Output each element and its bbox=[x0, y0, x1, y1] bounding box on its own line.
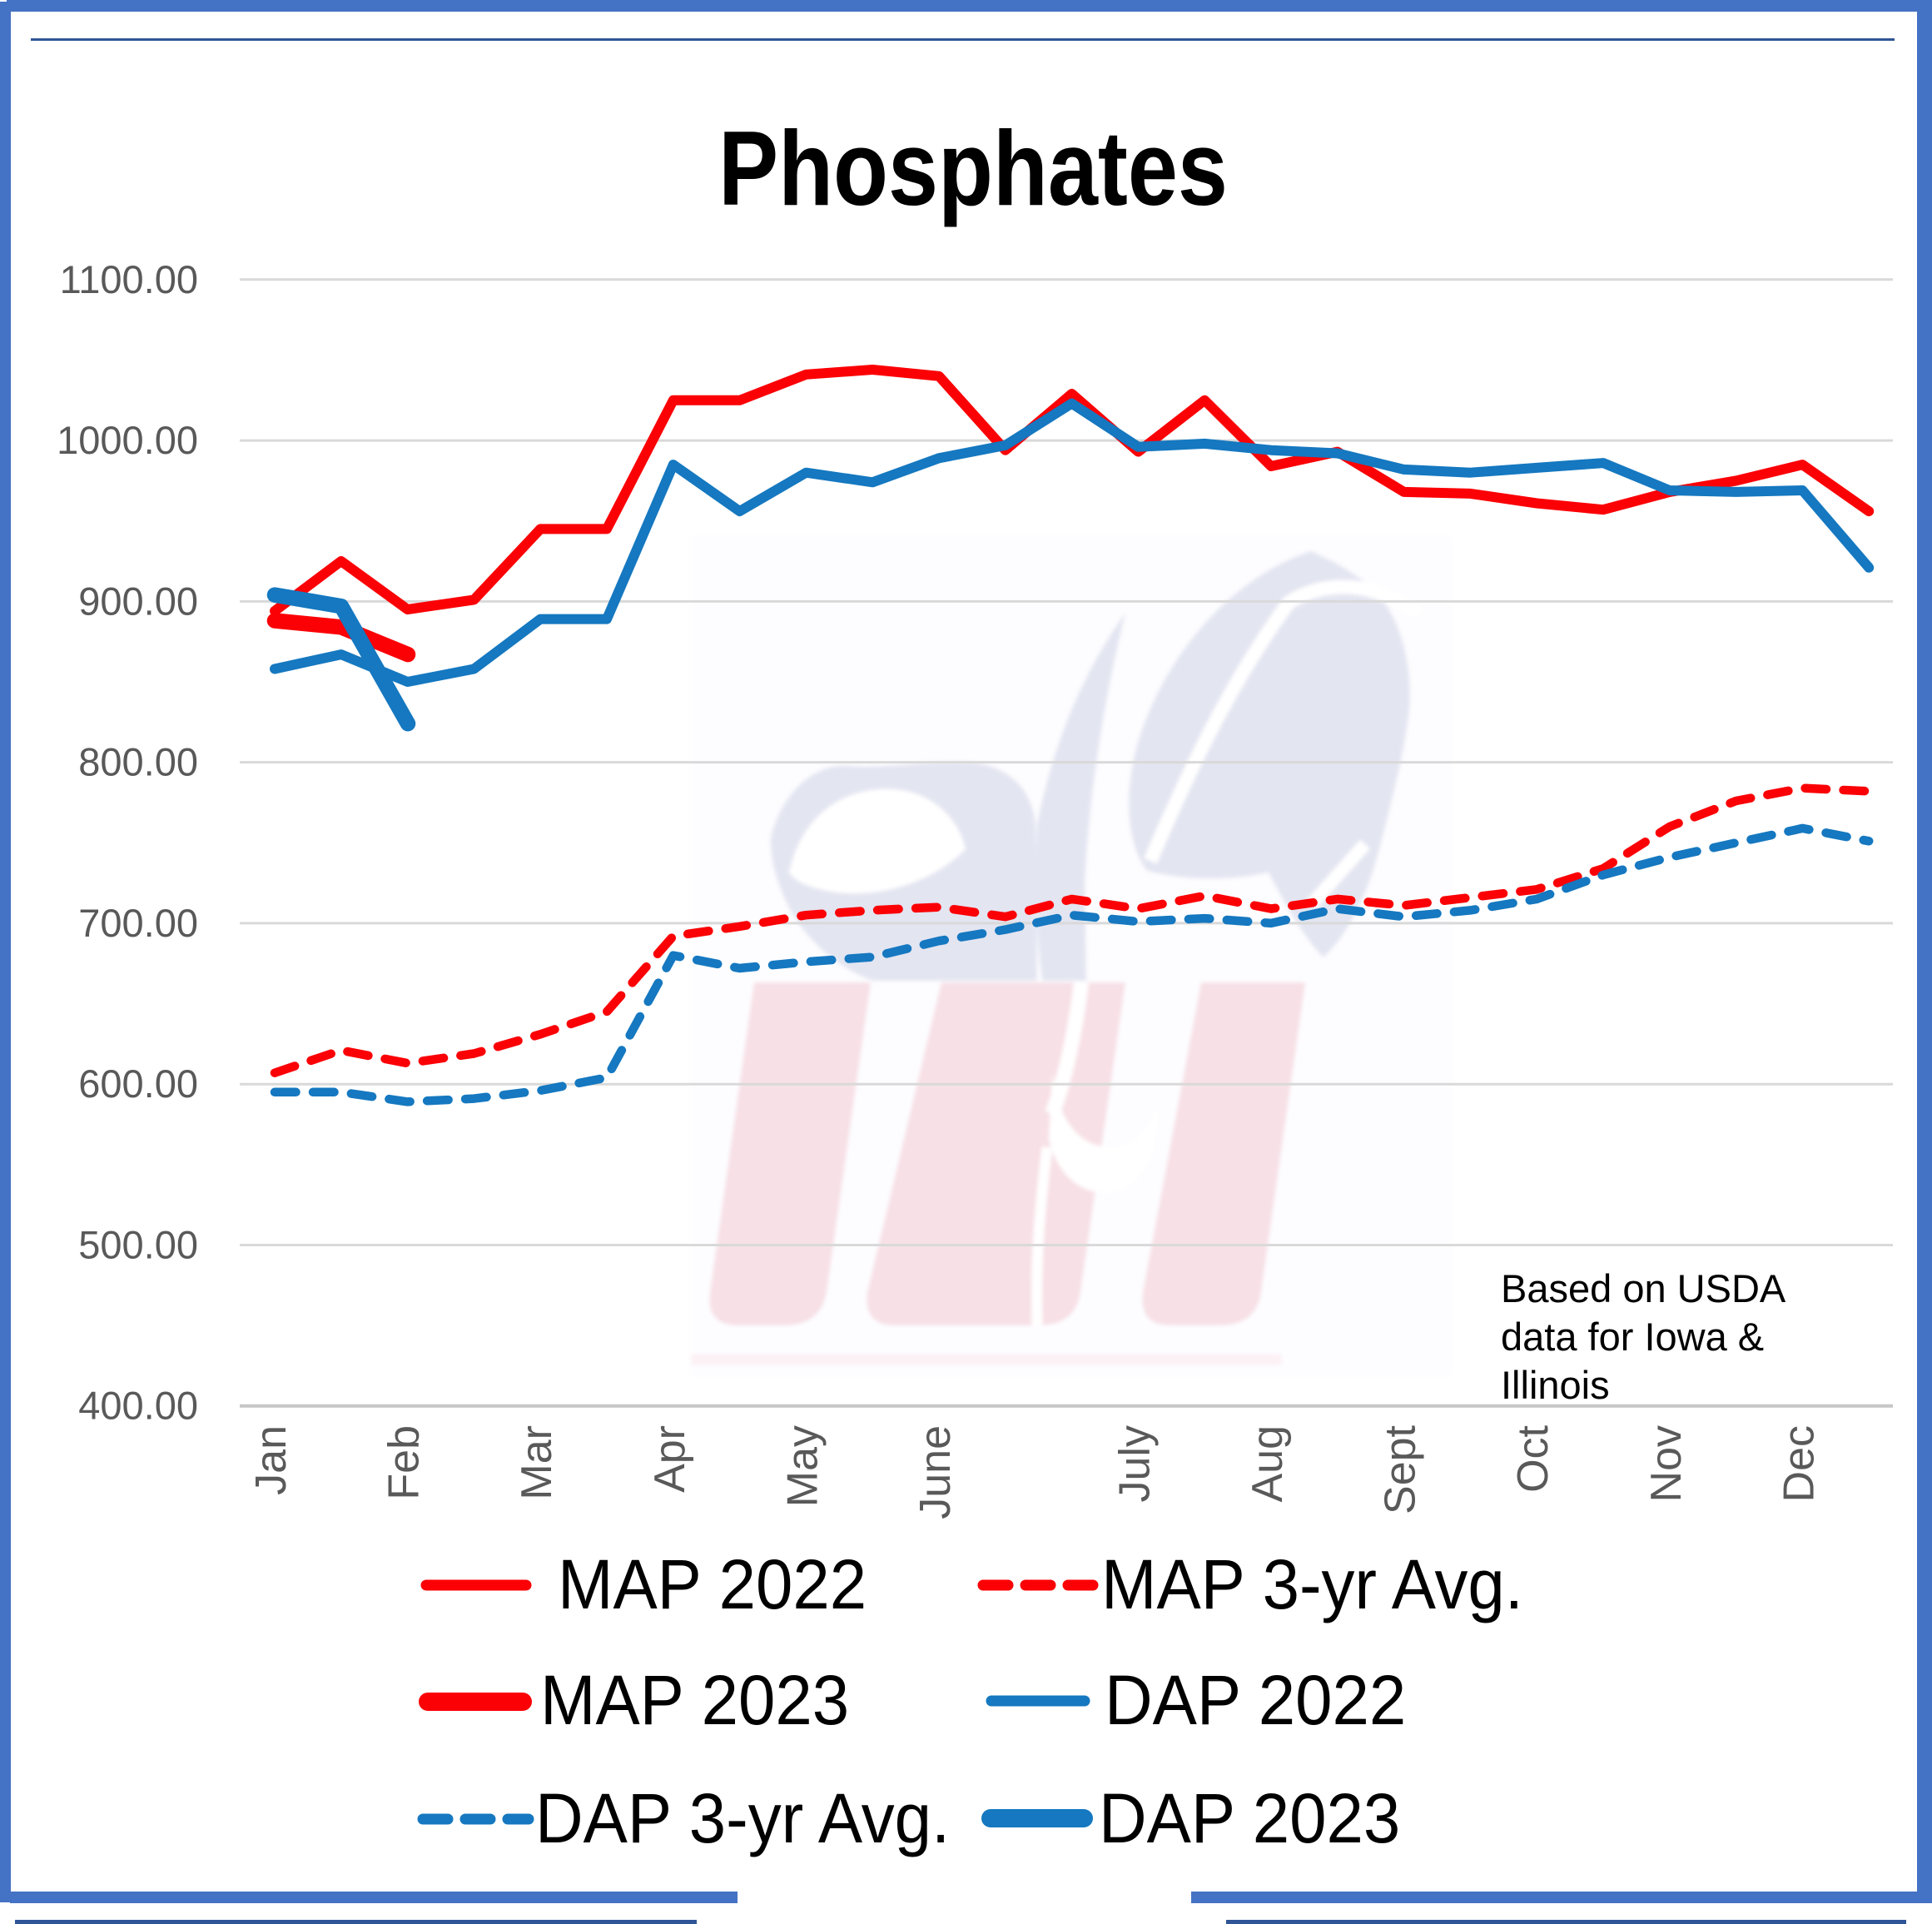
svg-text:1000.00: 1000.00 bbox=[57, 418, 198, 462]
svg-text:800.00: 800.00 bbox=[78, 740, 198, 784]
svg-text:May: May bbox=[778, 1425, 827, 1507]
svg-text:Phosphates: Phosphates bbox=[718, 109, 1228, 227]
svg-text:June: June bbox=[911, 1425, 960, 1519]
svg-text:600.00: 600.00 bbox=[78, 1061, 198, 1106]
svg-text:MAP 3-yr Avg.: MAP 3-yr Avg. bbox=[1101, 1546, 1523, 1623]
svg-text:Illinois: Illinois bbox=[1501, 1363, 1610, 1407]
svg-text:Dec: Dec bbox=[1775, 1425, 1823, 1502]
svg-text:700.00: 700.00 bbox=[78, 901, 198, 945]
svg-text:Oct: Oct bbox=[1509, 1424, 1557, 1492]
svg-text:MAP 2023: MAP 2023 bbox=[540, 1662, 849, 1739]
svg-text:Feb: Feb bbox=[380, 1425, 429, 1500]
svg-text:1100.00: 1100.00 bbox=[60, 257, 198, 301]
svg-text:500.00: 500.00 bbox=[78, 1223, 198, 1267]
svg-text:Nov: Nov bbox=[1642, 1425, 1691, 1502]
svg-text:DAP 3-yr Avg.: DAP 3-yr Avg. bbox=[535, 1780, 950, 1857]
svg-text:Sept: Sept bbox=[1377, 1424, 1425, 1514]
svg-text:MAP 2022: MAP 2022 bbox=[558, 1546, 867, 1623]
svg-text:Apr: Apr bbox=[646, 1425, 694, 1493]
svg-text:DAP 2022: DAP 2022 bbox=[1105, 1662, 1406, 1739]
svg-text:July: July bbox=[1110, 1425, 1159, 1502]
svg-text:Mar: Mar bbox=[513, 1425, 561, 1500]
svg-text:data for Iowa &: data for Iowa & bbox=[1501, 1315, 1764, 1359]
svg-text:Aug: Aug bbox=[1244, 1425, 1292, 1503]
svg-text:Jan: Jan bbox=[247, 1425, 296, 1495]
svg-text:DAP 2023: DAP 2023 bbox=[1099, 1780, 1400, 1857]
svg-text:Based on USDA: Based on USDA bbox=[1501, 1266, 1786, 1310]
svg-text:400.00: 400.00 bbox=[78, 1384, 198, 1428]
svg-text:900.00: 900.00 bbox=[78, 579, 198, 623]
